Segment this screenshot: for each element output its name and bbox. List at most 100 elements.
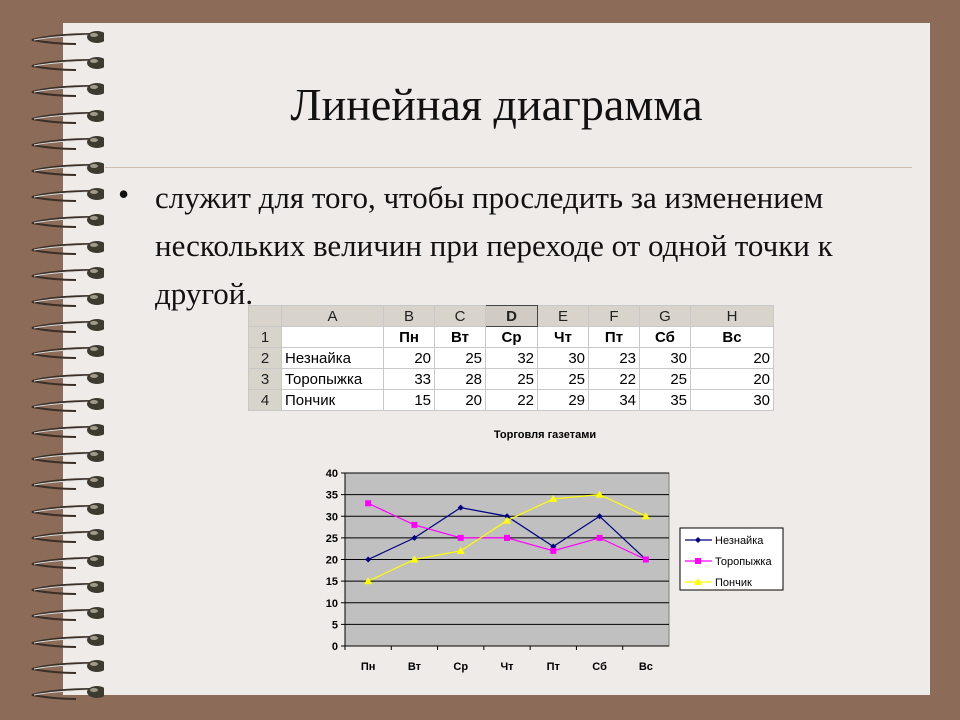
table-cell[interactable]: 32 <box>485 347 538 369</box>
column-header: D <box>485 305 538 327</box>
table-cell[interactable]: 29 <box>537 389 589 411</box>
data-point <box>456 546 465 554</box>
row-header: 3 <box>248 368 282 390</box>
table-cell[interactable]: 34 <box>588 389 640 411</box>
spiral-ring-icon <box>31 371 104 386</box>
spiral-ring-icon <box>31 633 104 648</box>
spiral-ring-icon <box>31 135 104 150</box>
table-cell[interactable]: 22 <box>485 389 538 411</box>
slide-title: Линейная диаграмма <box>290 79 703 130</box>
x-tick-label: Чт <box>500 661 514 673</box>
legend-label: Пончик <box>715 577 752 589</box>
column-header: E <box>537 305 589 327</box>
row-header: 4 <box>248 389 282 411</box>
data-point <box>410 555 419 563</box>
table-cell[interactable]: Пт <box>588 326 640 348</box>
column-header: C <box>434 305 486 327</box>
spiral-ring-icon <box>31 319 104 334</box>
legend-marker-icon <box>695 558 701 564</box>
bullet-text: служит для того, чтобы проследить за изм… <box>155 180 833 311</box>
data-point <box>549 494 558 502</box>
divider <box>105 167 912 168</box>
y-tick-label: 40 <box>326 468 338 480</box>
table-cell[interactable]: 30 <box>690 389 774 411</box>
y-tick-label: 30 <box>326 511 338 523</box>
data-point <box>365 500 372 507</box>
x-tick-label: Вс <box>639 661 653 673</box>
table-row: 2 Незнайка 20 25 32 30 23 30 20 <box>248 347 774 369</box>
chart-title: Торговля газетами <box>494 429 596 441</box>
legend-label: Незнайка <box>715 535 764 547</box>
x-tick-label: Пт <box>547 661 561 673</box>
table-cell[interactable]: Торопыжка <box>281 368 384 390</box>
table-cell[interactable] <box>281 326 384 348</box>
row-header: 1 <box>248 326 282 348</box>
spiral-ring-icon <box>31 555 104 569</box>
data-point <box>411 521 418 528</box>
table-cell[interactable]: Сб <box>639 326 691 348</box>
y-tick-label: 0 <box>332 641 338 653</box>
table-row: 1 Пн Вт Ср Чт Пт Сб Вс <box>248 326 774 348</box>
column-header: G <box>639 305 691 327</box>
corner-cell <box>248 305 282 327</box>
spiral-ring-icon <box>31 424 104 438</box>
table-cell[interactable]: Пончик <box>281 389 384 411</box>
table-cell[interactable]: 15 <box>383 389 435 411</box>
y-tick-label: 10 <box>326 598 338 610</box>
column-header: F <box>588 305 640 327</box>
spiral-ring-icon <box>31 659 104 674</box>
table-cell[interactable]: 20 <box>434 389 486 411</box>
spiral-ring-icon <box>31 607 104 622</box>
column-header-row: A B C D E F G H <box>248 305 774 327</box>
spiral-ring-icon <box>31 240 104 255</box>
table-cell[interactable]: 25 <box>485 368 538 390</box>
x-tick-label: Ср <box>453 661 468 673</box>
table-cell[interactable]: 25 <box>537 368 589 390</box>
x-tick-label: Сб <box>592 661 607 673</box>
spiral-ring-icon <box>31 686 104 700</box>
data-point <box>457 504 464 511</box>
table-cell[interactable]: 25 <box>434 347 486 369</box>
table-cell[interactable]: 23 <box>588 347 640 369</box>
table-cell[interactable]: Незнайка <box>281 347 384 369</box>
data-point <box>365 556 372 563</box>
data-point <box>503 516 511 524</box>
table-cell[interactable]: Чт <box>537 326 589 348</box>
spiral-ring-icon <box>31 188 104 203</box>
table-cell[interactable]: Вс <box>690 326 774 348</box>
legend-marker-icon <box>694 578 702 585</box>
data-point <box>550 547 557 554</box>
spiral-ring-icon <box>31 397 104 412</box>
spiral-ring-icon <box>31 528 104 543</box>
column-header: H <box>690 305 774 327</box>
line-chart: Торговля газетами 0 5 10 15 20 25 30 35 40 Пн Вт Ср Ч… <box>326 429 784 673</box>
bullet-icon: • <box>118 176 130 212</box>
data-point <box>595 490 604 498</box>
column-header: B <box>383 305 435 327</box>
table-cell[interactable]: 22 <box>588 368 640 390</box>
data-point <box>504 534 510 541</box>
data-point <box>641 512 650 520</box>
y-tick-label: 15 <box>326 576 338 588</box>
table-cell[interactable]: 20 <box>690 347 774 369</box>
table-cell[interactable]: 30 <box>537 347 589 369</box>
table-cell[interactable]: 20 <box>690 368 774 390</box>
data-point <box>550 543 557 550</box>
data-point <box>411 534 418 541</box>
table-cell[interactable]: 28 <box>434 368 486 390</box>
table-cell[interactable]: Ср <box>485 326 538 348</box>
table-cell[interactable]: 25 <box>639 368 691 390</box>
spiral-ring-icon <box>31 450 104 465</box>
table-cell[interactable]: 30 <box>639 347 691 369</box>
table-cell[interactable]: 35 <box>639 389 691 411</box>
table-cell[interactable]: Пн <box>383 326 435 348</box>
spiral-ring-icon <box>31 31 104 45</box>
table-cell[interactable]: 20 <box>383 347 435 369</box>
data-point <box>596 534 603 541</box>
table-cell[interactable]: Вт <box>434 326 486 348</box>
table-cell[interactable]: 33 <box>383 368 435 390</box>
spiral-ring-icon <box>31 214 104 229</box>
y-tick-label: 35 <box>326 490 338 502</box>
data-point <box>457 534 464 541</box>
spiral-ring-icon <box>31 266 104 281</box>
